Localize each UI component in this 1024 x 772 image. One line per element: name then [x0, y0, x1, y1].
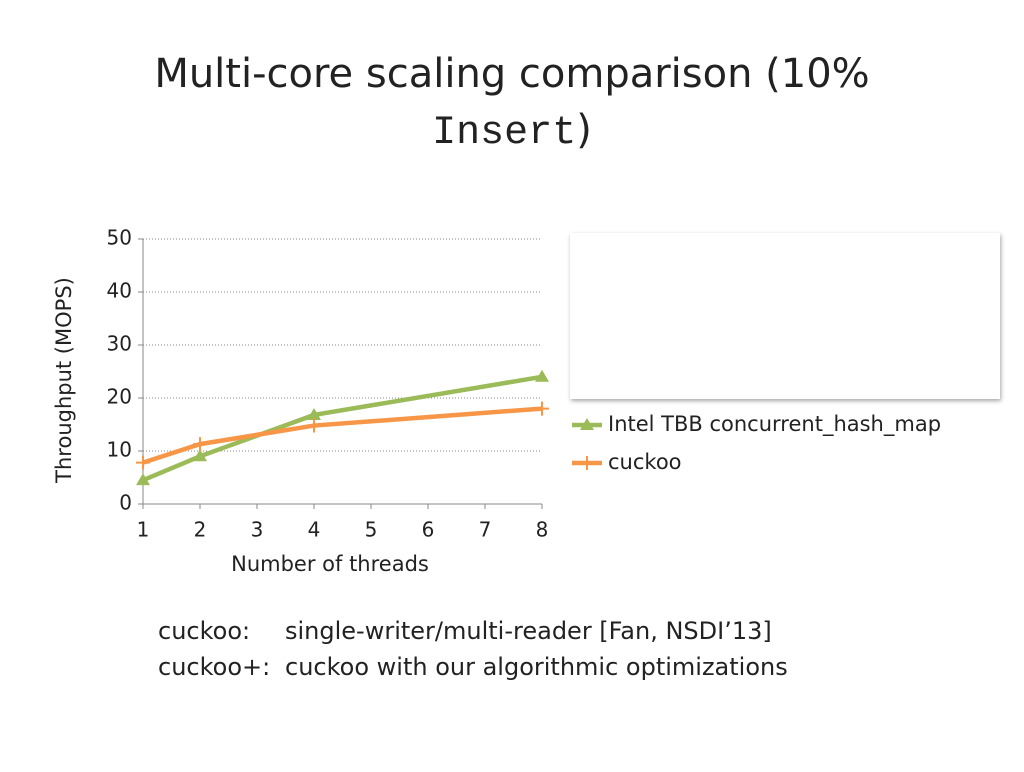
- x-axis-label: Number of threads: [231, 552, 429, 576]
- data-point: [307, 418, 321, 433]
- slide-title-code: Insert): [432, 107, 592, 156]
- data-point: [193, 449, 207, 462]
- data-point: [535, 369, 549, 382]
- data-point: [136, 473, 150, 486]
- legend-marker: [580, 418, 594, 430]
- title-code: Insert: [432, 111, 576, 156]
- legend-label: Intel TBB concurrent_hash_map: [608, 412, 941, 437]
- x-tick-label: 3: [251, 518, 264, 542]
- note-label: cuckoo:: [158, 617, 250, 645]
- y-tick-label: 0: [119, 491, 132, 515]
- data-point: [136, 455, 150, 470]
- y-tick-label: 40: [107, 279, 132, 303]
- data-point: [535, 401, 549, 416]
- x-tick-label: 6: [422, 518, 435, 542]
- y-tick-label: 50: [107, 226, 132, 250]
- y-tick-label: 10: [107, 438, 132, 462]
- x-tick-label: 8: [536, 518, 549, 542]
- legend-label: cuckoo: [608, 450, 682, 474]
- series-line: [142, 406, 543, 465]
- y-tick-label: 30: [107, 332, 132, 356]
- x-tick-label: 1: [137, 518, 150, 542]
- x-tick-label: 7: [479, 518, 492, 542]
- legend-marker: [580, 456, 594, 470]
- note-text: single-writer/multi-reader [Fan, NSDI’13…: [285, 617, 772, 645]
- y-axis-label: Throughput (MOPS): [52, 277, 76, 484]
- x-tick-label: 2: [194, 518, 207, 542]
- title-close: ): [576, 107, 592, 153]
- data-point: [193, 437, 207, 452]
- x-tick-label: 5: [365, 518, 378, 542]
- note-text: cuckoo with our algorithmic optimization…: [285, 653, 788, 681]
- y-tick-label: 20: [107, 385, 132, 409]
- legend-box: [570, 233, 1000, 399]
- slide-title: Multi-core scaling comparison (10%: [154, 51, 869, 97]
- note-label: cuckoo+:: [158, 653, 270, 681]
- data-point: [307, 407, 321, 420]
- series-line: [142, 374, 543, 483]
- x-tick-label: 4: [308, 518, 321, 542]
